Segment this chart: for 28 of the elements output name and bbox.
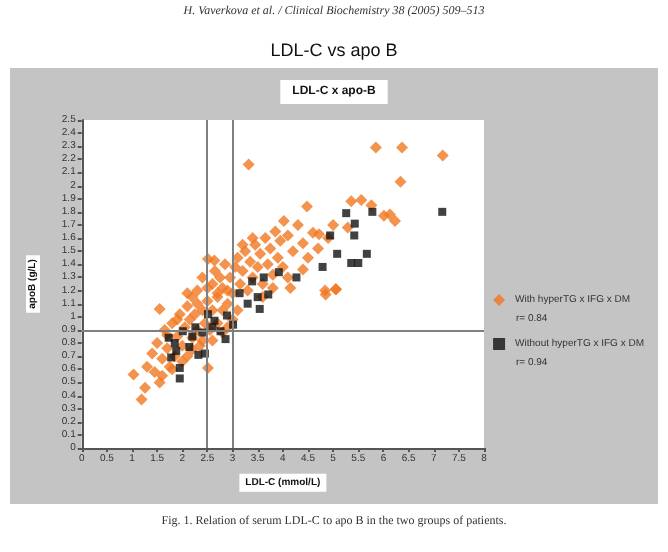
point xyxy=(175,374,184,383)
point xyxy=(438,207,447,216)
point xyxy=(167,353,176,362)
point xyxy=(292,273,301,282)
point xyxy=(318,262,327,271)
point xyxy=(350,219,359,228)
point xyxy=(172,346,181,355)
point xyxy=(221,335,230,344)
point xyxy=(342,209,351,218)
point xyxy=(274,268,283,277)
point xyxy=(362,249,371,258)
point xyxy=(255,304,264,313)
point xyxy=(223,311,232,320)
point xyxy=(333,249,342,258)
point xyxy=(248,277,257,286)
point xyxy=(326,231,335,240)
point xyxy=(354,259,363,268)
point xyxy=(253,293,262,302)
point xyxy=(243,299,252,308)
point xyxy=(235,289,244,298)
point xyxy=(264,290,273,299)
point xyxy=(368,207,377,216)
point xyxy=(350,231,359,240)
point xyxy=(175,363,184,372)
point xyxy=(185,342,194,351)
point xyxy=(259,273,268,282)
chart-title: LDL-C vs apo B xyxy=(268,40,400,60)
point xyxy=(170,339,179,348)
